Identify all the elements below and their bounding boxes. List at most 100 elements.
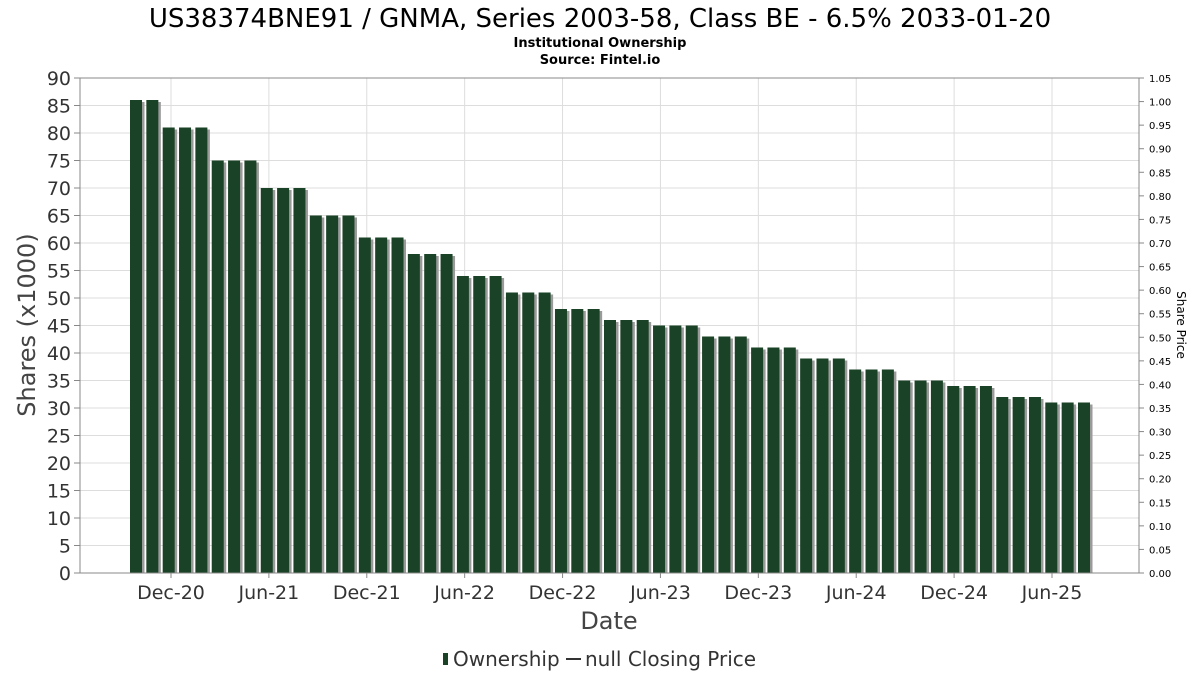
y-tick-label: 55	[47, 261, 71, 283]
bar	[179, 127, 192, 573]
bar	[554, 309, 567, 573]
y2-tick-label: 0.95	[1149, 121, 1171, 132]
bar	[228, 160, 241, 573]
bar	[244, 160, 257, 573]
y-tick-label: 45	[47, 316, 71, 338]
y-tick-label: 75	[47, 151, 71, 173]
plot-area	[79, 77, 1140, 574]
legend-ownership-label: Ownership	[453, 647, 560, 671]
x-tick-label: Jun-21	[238, 582, 300, 604]
y2-axis-label: Share Price	[1174, 291, 1188, 359]
y-tick-label: 85	[47, 96, 71, 118]
bar	[391, 237, 404, 573]
bar	[522, 292, 535, 573]
x-tick-label: Jun-22	[433, 582, 495, 604]
y2-axis-ticks: 0.00 0.05 0.10 0.15 0.20 0.25 0.30 0.35 0.40 0.45…	[1139, 74, 1171, 580]
y-tick-label: 65	[47, 206, 71, 228]
legend: Ownership null Closing Price	[443, 647, 756, 671]
bar	[489, 276, 502, 573]
y-axis-ticks: 0 5 10 15 20 25 30 35 40 45 50 55 60 65 70 75 80 85 90	[47, 68, 80, 585]
bar	[751, 347, 764, 573]
bar	[881, 369, 894, 573]
bar	[1012, 397, 1025, 573]
y2-tick-label: 1.00	[1149, 98, 1171, 109]
bar	[669, 325, 682, 573]
bars	[130, 100, 1093, 573]
bar	[587, 309, 600, 573]
y2-tick-label: 0.75	[1149, 215, 1171, 226]
y2-tick-label: 0.45	[1149, 357, 1171, 368]
bar	[130, 100, 142, 573]
y-tick-label: 40	[47, 343, 71, 365]
legend-ownership-swatch	[443, 653, 448, 665]
bar	[162, 127, 175, 573]
y2-tick-label: 0.15	[1149, 498, 1171, 509]
y2-tick-label: 0.00	[1149, 569, 1171, 580]
x-tick-label: Dec-21	[333, 582, 401, 604]
y-tick-label: 20	[47, 453, 71, 475]
bar	[996, 397, 1009, 573]
bar	[293, 188, 306, 573]
legend-price-label: null Closing Price	[585, 647, 756, 671]
bar	[440, 254, 453, 573]
y2-tick-label: 0.90	[1149, 145, 1171, 156]
bar	[211, 160, 224, 573]
y2-tick-label: 0.10	[1149, 522, 1171, 533]
bar	[979, 386, 992, 573]
bar	[963, 386, 976, 573]
bar	[898, 380, 911, 573]
bar	[571, 309, 584, 573]
y2-tick-label: 0.85	[1149, 168, 1171, 179]
y-tick-label: 15	[47, 481, 71, 503]
x-tick-label: Jun-24	[825, 582, 887, 604]
y2-tick-label: 0.50	[1149, 333, 1171, 344]
y-tick-label: 10	[47, 508, 71, 530]
y2-tick-label: 0.55	[1149, 310, 1171, 321]
chart-subtitle-1: Institutional Ownership	[514, 36, 687, 51]
bar	[260, 188, 273, 573]
bar	[832, 358, 845, 573]
bar	[930, 380, 943, 573]
x-tick-label: Dec-24	[920, 582, 988, 604]
y-tick-label: 0	[59, 563, 71, 585]
bar	[849, 369, 862, 573]
x-tick-label: Jun-23	[629, 582, 691, 604]
bar	[800, 358, 813, 573]
y-tick-label: 80	[47, 123, 71, 145]
y2-tick-label: 0.30	[1149, 428, 1171, 439]
x-tick-label: Dec-22	[529, 582, 597, 604]
bar	[146, 100, 159, 573]
y2-tick-label: 0.65	[1149, 263, 1171, 274]
y2-tick-label: 0.20	[1149, 475, 1171, 486]
x-tick-label: Dec-23	[724, 582, 792, 604]
bar	[1061, 402, 1074, 573]
bar	[424, 254, 437, 573]
bar	[1028, 397, 1041, 573]
y-tick-label: 70	[47, 178, 71, 200]
y-tick-label: 25	[47, 426, 71, 448]
bar	[375, 237, 388, 573]
chart-title: US38374BNE91 / GNMA, Series 2003-58, Cla…	[149, 4, 1051, 34]
bar	[456, 276, 469, 573]
x-tick-label: Jun-25	[1021, 582, 1083, 604]
bar	[783, 347, 796, 573]
x-axis-label: Date	[580, 607, 637, 635]
bar	[702, 336, 715, 573]
bar	[342, 215, 355, 573]
y-tick-label: 50	[47, 288, 71, 310]
y2-tick-label: 0.70	[1149, 239, 1171, 250]
bar	[816, 358, 829, 573]
bar	[1078, 402, 1090, 573]
y2-tick-label: 0.60	[1149, 286, 1171, 297]
chart-subtitle-2: Source: Fintel.io	[540, 53, 661, 68]
y2-tick-label: 0.80	[1149, 192, 1171, 203]
y-tick-label: 30	[47, 398, 71, 420]
y-axis-label: Shares (x1000)	[13, 233, 41, 416]
y2-tick-label: 1.05	[1149, 74, 1171, 85]
bar	[538, 292, 551, 573]
bar	[309, 215, 322, 573]
bar	[914, 380, 927, 573]
bar	[326, 215, 339, 573]
bar	[195, 127, 208, 573]
